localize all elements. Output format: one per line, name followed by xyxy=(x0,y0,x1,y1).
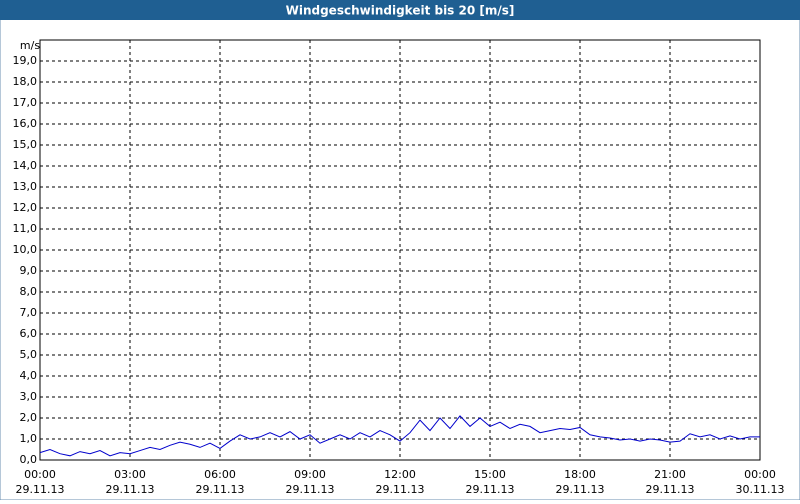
x-tick-date: 29.11.13 xyxy=(286,483,335,496)
y-tick-label: 8,0 xyxy=(20,285,38,298)
title-bar xyxy=(0,0,800,20)
x-tick-date: 29.11.13 xyxy=(646,483,695,496)
chart-title: Windgeschwindigkeit bis 20 [m/s] xyxy=(286,4,515,18)
x-tick-label: 18:00 xyxy=(564,468,596,481)
x-tick-date: 29.11.13 xyxy=(106,483,155,496)
y-tick-label: 1,0 xyxy=(20,432,38,445)
y-tick-label: 13,0 xyxy=(13,180,38,193)
y-tick-label: 0,0 xyxy=(20,453,38,466)
x-tick-date: 29.11.13 xyxy=(556,483,605,496)
y-tick-label: 6,0 xyxy=(20,327,38,340)
y-tick-label: 3,0 xyxy=(20,390,38,403)
y-tick-label: 18,0 xyxy=(13,75,38,88)
y-tick-label: 7,0 xyxy=(20,306,38,319)
y-tick-label: 16,0 xyxy=(13,117,38,130)
y-tick-label: 9,0 xyxy=(20,264,38,277)
x-tick-label: 12:00 xyxy=(384,468,416,481)
x-tick-label: 15:00 xyxy=(474,468,506,481)
y-axis-label: m/s xyxy=(20,39,40,52)
y-tick-label: 2,0 xyxy=(20,411,38,424)
x-tick-label: 03:00 xyxy=(114,468,146,481)
x-tick-date: 29.11.13 xyxy=(466,483,515,496)
x-tick-date: 30.11.13 xyxy=(736,483,785,496)
y-tick-label: 5,0 xyxy=(20,348,38,361)
x-tick-label: 21:00 xyxy=(654,468,686,481)
y-tick-label: 19,0 xyxy=(13,54,38,67)
y-tick-label: 12,0 xyxy=(13,201,38,214)
x-tick-label: 00:00 xyxy=(24,468,56,481)
x-tick-label: 06:00 xyxy=(204,468,236,481)
y-tick-label: 10,0 xyxy=(13,243,38,256)
x-tick-label: 00:00 xyxy=(744,468,776,481)
y-tick-label: 4,0 xyxy=(20,369,38,382)
y-tick-label: 11,0 xyxy=(13,222,38,235)
y-tick-label: 15,0 xyxy=(13,138,38,151)
y-tick-label: 17,0 xyxy=(13,96,38,109)
x-tick-date: 29.11.13 xyxy=(196,483,245,496)
y-tick-label: 14,0 xyxy=(13,159,38,172)
x-tick-label: 09:00 xyxy=(294,468,326,481)
data-line xyxy=(39,415,760,457)
x-tick-date: 29.11.13 xyxy=(16,483,65,496)
x-tick-date: 29.11.13 xyxy=(376,483,425,496)
